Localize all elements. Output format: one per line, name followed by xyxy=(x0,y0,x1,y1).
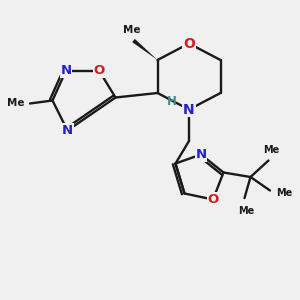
Text: Me: Me xyxy=(263,146,280,155)
Polygon shape xyxy=(132,39,158,60)
Text: O: O xyxy=(93,64,105,77)
Text: N: N xyxy=(183,103,195,116)
Text: O: O xyxy=(183,37,195,50)
Text: Me: Me xyxy=(123,25,141,35)
Text: Me: Me xyxy=(238,206,254,215)
Text: N: N xyxy=(62,124,73,137)
Text: Me: Me xyxy=(7,98,25,109)
Text: H: H xyxy=(167,95,176,108)
Text: N: N xyxy=(60,64,72,77)
Text: N: N xyxy=(195,148,207,161)
Text: Me: Me xyxy=(276,188,292,199)
Text: O: O xyxy=(207,193,219,206)
